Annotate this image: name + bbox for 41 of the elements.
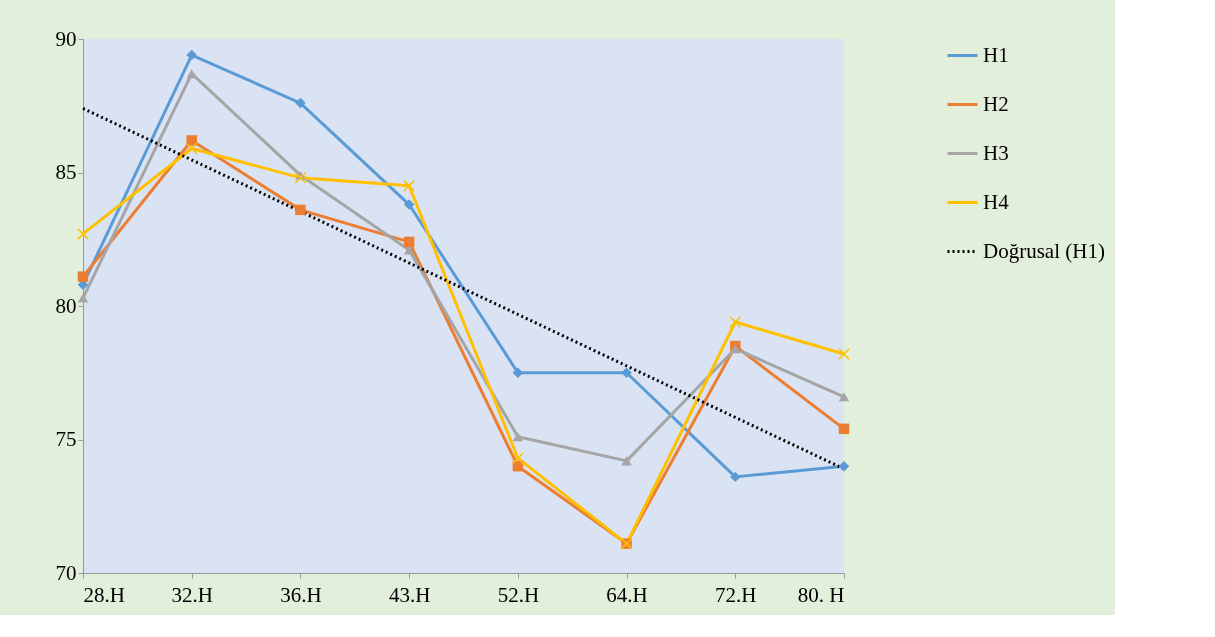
x-tick-label: 36.H: [280, 582, 322, 607]
point: [294, 171, 307, 184]
y-tick-label: 75: [55, 427, 77, 451]
y-tick-label: 85: [55, 160, 77, 184]
x-tick-label: 32.H: [171, 582, 213, 607]
point: [403, 179, 416, 192]
point: [729, 316, 742, 329]
point: [403, 245, 415, 255]
point: [838, 460, 850, 472]
point: [295, 204, 306, 216]
point: [838, 392, 850, 402]
point: [730, 471, 741, 483]
point: [185, 142, 198, 155]
legend-label: H3: [983, 140, 1009, 165]
x-tick-label: 28.H: [83, 582, 125, 607]
point: [186, 135, 197, 146]
x-tick-label: 72.H: [715, 582, 757, 607]
point: [77, 293, 89, 303]
point: [77, 271, 89, 282]
point: [621, 456, 632, 466]
x-tick-label: 64.H: [606, 582, 648, 607]
point: [838, 423, 850, 435]
point: [512, 432, 524, 442]
point: [730, 344, 741, 354]
point: [186, 49, 197, 61]
x-tick-label: 80. H: [797, 582, 845, 607]
legend-label: H2: [983, 91, 1009, 116]
y-tick-label: 90: [55, 26, 77, 51]
legend-label: Doğrusal (H1): [983, 238, 1105, 263]
point: [403, 199, 415, 210]
point: [838, 348, 850, 361]
y-tick-label: 80: [55, 293, 77, 318]
x-tick-label: 43.H: [388, 582, 431, 607]
point: [621, 367, 632, 378]
point: [77, 227, 89, 240]
legend-label: H4: [983, 189, 1010, 214]
point: [295, 97, 306, 109]
legend-label: H1: [983, 42, 1009, 67]
x-tick-label: 52.H: [497, 582, 540, 607]
point: [511, 452, 524, 465]
y-tick-label: 70: [55, 560, 77, 585]
